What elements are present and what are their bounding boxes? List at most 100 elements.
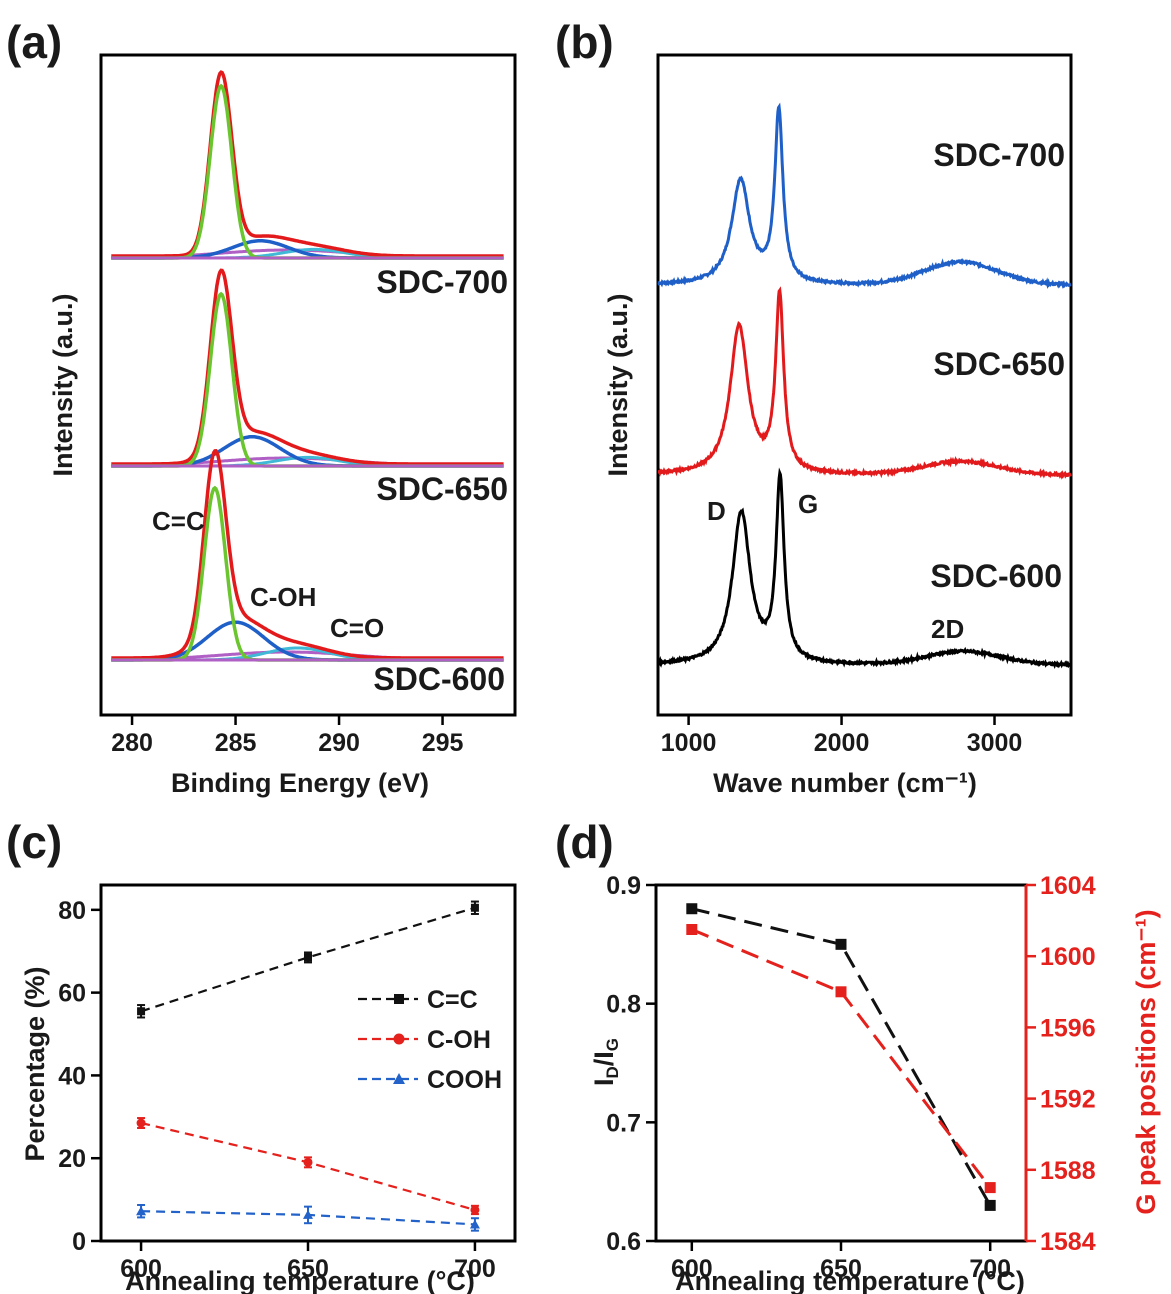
panel-d-ticks: 600 650 700 0.6 0.7 0.8 0.9 1584 1588 1592 1596 160… [606, 872, 1095, 1283]
panel-d-right-tick-label-1600: 1600 [1040, 943, 1096, 971]
panel-a-annotation-co: C=O [330, 613, 384, 643]
panel-b-x-axis-title: Wave number (cm⁻¹) [713, 768, 977, 798]
panel-c-x-axis-title: Annealing temperature (°C) [125, 1266, 475, 1294]
panel-d-right-tick-label-1588: 1588 [1040, 1157, 1096, 1185]
panel-a-annotation-cc: C=C [152, 506, 205, 536]
raman-curve-0 [657, 102, 1072, 289]
panel-c-y-tick-label-20: 20 [58, 1145, 86, 1173]
panel-b-label-sdc600: SDC-600 [930, 558, 1062, 594]
data-point-0-2 [470, 903, 479, 912]
panel-b-x-tick-label-1000: 1000 [661, 729, 717, 757]
panel-a-x-tick-label-295: 295 [422, 729, 464, 757]
xps-envelope-1 [111, 268, 504, 466]
series-1-point-0 [686, 924, 698, 935]
panel-d-right-tick-label-1596: 1596 [1040, 1014, 1096, 1042]
panel-b-label: (b) [555, 16, 614, 68]
panel-a-x-ticks: 280 285 290 295 [111, 715, 463, 757]
panel-d: (d) 600 650 700 0.6 0.7 0.8 0.9 1584 1588 1592 159… [555, 816, 1161, 1294]
legend-marker-0 [394, 994, 404, 1004]
panel-a-x-axis-title: Binding Energy (eV) [171, 768, 429, 798]
panel-a-label-sdc650: SDC-650 [376, 471, 508, 507]
series-0-point-1 [835, 938, 847, 950]
panel-d-right-tick-label-1584: 1584 [1040, 1228, 1096, 1256]
panel-a-x-tick-label-280: 280 [111, 729, 153, 757]
panel-b-y-axis-title: Intensity (a.u.) [603, 293, 633, 476]
panel-d-x-tick-label-600: 600 [671, 1255, 713, 1283]
panel-d-x-axis-title: Annealing temperature (°C) [675, 1266, 1025, 1294]
panel-c-x-tick-label-650: 650 [287, 1255, 329, 1283]
panel-c-y-axis-title: Percentage (%) [20, 966, 50, 1161]
xps-envelope-2 [111, 448, 504, 660]
panel-b: (b) 1000 2000 3000 Wave number (cm⁻¹) Inte… [555, 16, 1073, 798]
panel-d-left-tick-label-0.9: 0.9 [606, 872, 641, 900]
panel-a-frame [99, 53, 517, 717]
data-point-0-1 [304, 953, 312, 962]
panel-a-label-sdc700: SDC-700 [376, 264, 508, 300]
series-1-line [691, 928, 992, 1189]
legend-label-cooh: COOH [427, 1066, 502, 1094]
raman-curve-2 [657, 467, 1073, 669]
panel-d-right-tick-label-1604: 1604 [1040, 872, 1096, 900]
panel-d-left-tick-label-0.8: 0.8 [606, 991, 641, 1019]
data-point-2-0 [136, 1206, 147, 1216]
panel-a-label-sdc600: SDC-600 [373, 661, 505, 697]
series-1-point-1 [835, 986, 847, 998]
series-0-line [691, 907, 992, 1207]
panel-c-legend: C=C C-OH COOH [358, 986, 502, 1094]
panel-a-annotation-coh: C-OH [250, 582, 316, 612]
panel-a-x-tick-label-285: 285 [215, 729, 257, 757]
panel-b-x-ticks: 1000 2000 3000 [661, 715, 1023, 757]
panel-c-ticks: 600 650 700 0 20 40 60 80 [58, 897, 496, 1283]
panel-c-frame [99, 883, 517, 1243]
panel-d-right-axis-title: G peak positions (cm⁻¹) [1131, 909, 1161, 1214]
panel-d-left-tick-label-0.7: 0.7 [606, 1109, 641, 1137]
panel-b-annotation-2d: 2D [931, 614, 964, 644]
panel-d-label: (d) [555, 816, 614, 868]
data-point-1-1 [303, 1157, 313, 1167]
panel-d-series [686, 903, 996, 1211]
legend-marker-1 [393, 1033, 405, 1045]
panel-d-x-tick-label-650: 650 [820, 1255, 862, 1283]
raman-curve-1 [657, 286, 1073, 480]
data-point-1-2 [470, 1205, 480, 1215]
panel-a-x-tick-label-290: 290 [318, 729, 360, 757]
panel-d-right-tick-label-1592: 1592 [1040, 1086, 1096, 1114]
legend-label-cc: C=C [427, 986, 478, 1014]
data-point-2-2 [469, 1219, 480, 1229]
panel-c-label: (c) [6, 816, 62, 868]
series-0-point-0 [686, 903, 698, 915]
panel-b-curves [657, 102, 1073, 669]
panel-a-curves [111, 70, 504, 662]
xps-cc-component-1 [111, 291, 504, 468]
data-point-2-1 [303, 1209, 313, 1219]
legend-marker-2 [393, 1073, 405, 1084]
panel-c-y-tick-label-0: 0 [72, 1228, 86, 1256]
panel-c-x-tick-label-600: 600 [120, 1255, 162, 1283]
panel-c-series [136, 900, 480, 1232]
panel-a-label: (a) [6, 16, 62, 68]
panel-c-y-tick-label-60: 60 [58, 980, 86, 1008]
panel-b-frame [656, 53, 1073, 717]
panel-c-y-tick-label-80: 80 [58, 897, 86, 925]
panel-d-frame [654, 883, 1028, 1243]
series-0-point-2 [984, 1199, 996, 1211]
panel-b-label-sdc700: SDC-700 [933, 137, 1065, 173]
panel-d-left-axis-title: ID/IG [589, 1038, 622, 1086]
series-C=C-line [140, 906, 476, 1013]
panel-a: (a) 280 285 290 295 Binding Energy (eV) Int… [6, 16, 517, 798]
panel-b-annotation-d: D [707, 496, 726, 526]
svg-text:ID/IG: ID/IG [589, 1038, 622, 1086]
panel-c: (c) 600 650 700 0 20 40 60 80 Annealing tempera… [6, 816, 517, 1294]
panel-b-x-tick-label-3000: 3000 [967, 729, 1023, 757]
data-point-0-0 [137, 1007, 146, 1016]
panel-c-y-tick-label-40: 40 [58, 1062, 86, 1090]
xps-cc-component-0 [111, 83, 504, 260]
panel-d-x-tick-label-700: 700 [969, 1255, 1011, 1283]
legend-label-coh: C-OH [427, 1026, 491, 1054]
series-1-point-2 [984, 1182, 996, 1194]
panel-b-x-tick-label-2000: 2000 [814, 729, 870, 757]
panel-b-annotation-g: G [798, 489, 818, 519]
panel-b-label-sdc650: SDC-650 [933, 346, 1065, 382]
xps-envelope-0 [111, 70, 504, 258]
